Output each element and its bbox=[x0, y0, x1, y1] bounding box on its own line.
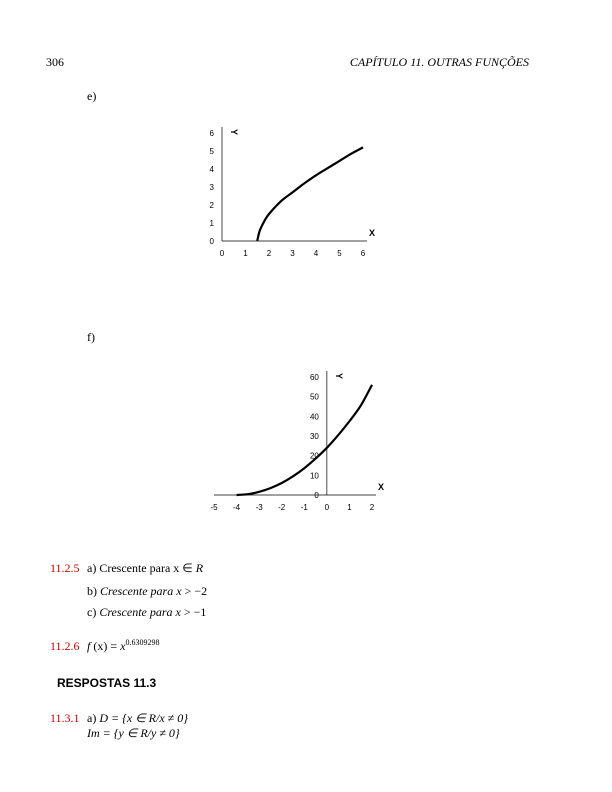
x-axis-label: X bbox=[378, 482, 384, 492]
answer-11-2-5-a: a) Crescente para x ∈ R bbox=[87, 561, 203, 576]
answer-11-2-5-b-text: Crescente para x bbox=[100, 584, 182, 598]
answer-11-2-5-b-rel: > −2 bbox=[181, 584, 208, 598]
y-tick-label: 5 bbox=[210, 147, 215, 156]
x-tick-label: -1 bbox=[301, 503, 309, 512]
answer-11-2-6-formula: f (x) = x0.6309298 bbox=[87, 639, 159, 654]
x-tick-label: 4 bbox=[314, 249, 319, 258]
chapter-title: CAPÍTULO 11. OUTRAS FUNÇÕES bbox=[349, 55, 529, 69]
y-tick-label: 0 bbox=[314, 491, 319, 500]
answer-11-2-6-base: x bbox=[120, 639, 126, 653]
x-tick-label: 6 bbox=[361, 249, 366, 258]
y-tick-label: 40 bbox=[310, 412, 319, 421]
y-tick-label: 6 bbox=[210, 129, 215, 138]
answer-11-2-5-a-var: R bbox=[195, 561, 204, 575]
answer-11-2-5-c-rel: > −1 bbox=[180, 605, 207, 619]
x-tick-label: 2 bbox=[370, 503, 375, 512]
x-tick-label: 0 bbox=[325, 503, 330, 512]
x-tick-label: 3 bbox=[290, 249, 295, 258]
page-number: 306 bbox=[46, 55, 64, 69]
answer-11-2-5-a-text: a) Crescente para x ∈ bbox=[87, 561, 196, 575]
x-tick-label: 5 bbox=[337, 249, 342, 258]
x-tick-label: -4 bbox=[233, 503, 241, 512]
y-tick-label: 60 bbox=[310, 373, 319, 382]
y-tick-label: 3 bbox=[210, 183, 215, 192]
y-tick-label: 1 bbox=[210, 219, 215, 228]
y-tick-label: 20 bbox=[310, 452, 319, 461]
answer-number-11-3-1: 11.3.1 bbox=[50, 711, 80, 725]
section-heading: RESPOSTAS 11.3 bbox=[57, 676, 157, 690]
y-axis-label: Y bbox=[229, 129, 239, 135]
answer-11-3-1-domain: D = {x ∈ R/x ≠ 0} bbox=[99, 711, 189, 725]
answer-11-3-1-prefix: a) bbox=[87, 711, 100, 725]
series-line bbox=[236, 384, 373, 497]
x-tick-label: 2 bbox=[267, 249, 272, 258]
y-tick-label: 0 bbox=[210, 237, 215, 246]
answer-number-11-2-5: 11.2.5 bbox=[50, 561, 80, 575]
x-tick-label: 1 bbox=[347, 503, 352, 512]
y-tick-label: 30 bbox=[310, 432, 319, 441]
answer-11-2-5-b-prefix: b) bbox=[87, 584, 100, 598]
answer-11-2-5-c-prefix: c) bbox=[87, 605, 100, 619]
answer-11-3-1-image: Im = {y ∈ R/y ≠ 0} bbox=[87, 726, 180, 740]
answer-11-2-6-arg: (x) = bbox=[90, 639, 121, 653]
x-tick-label: -3 bbox=[256, 503, 264, 512]
item-label-f: f) bbox=[87, 330, 95, 344]
x-axis-label: X bbox=[369, 228, 375, 238]
answer-number-11-2-6: 11.2.6 bbox=[50, 639, 80, 653]
y-tick-label: 10 bbox=[310, 471, 319, 480]
answer-11-2-5-c: c) Crescente para x > −1 bbox=[87, 605, 206, 620]
x-tick-label: 0 bbox=[220, 249, 225, 258]
answer-11-2-5-b: b) Crescente para x > −2 bbox=[87, 584, 207, 599]
series-line bbox=[256, 146, 364, 242]
item-label-e: e) bbox=[87, 89, 97, 103]
y-tick-label: 50 bbox=[310, 393, 319, 402]
y-tick-label: 2 bbox=[210, 201, 215, 210]
chart-e: 0 1 2 3 4 5 6 0 1 2 3 4 5 6 X Y bbox=[210, 127, 375, 258]
answer-11-2-6-exponent: 0.6309298 bbox=[125, 638, 160, 647]
x-tick-label: 1 bbox=[243, 249, 248, 258]
answer-11-2-6-f: f bbox=[87, 639, 91, 653]
answer-11-2-5-c-text: Crescente para x bbox=[99, 605, 181, 619]
x-tick-label: -2 bbox=[278, 503, 286, 512]
y-axis-label: Y bbox=[334, 373, 344, 379]
y-tick-label: 4 bbox=[210, 165, 215, 174]
x-tick-label: -5 bbox=[210, 503, 218, 512]
answer-11-3-1-line1: a) D = {x ∈ R/x ≠ 0} bbox=[87, 711, 188, 726]
